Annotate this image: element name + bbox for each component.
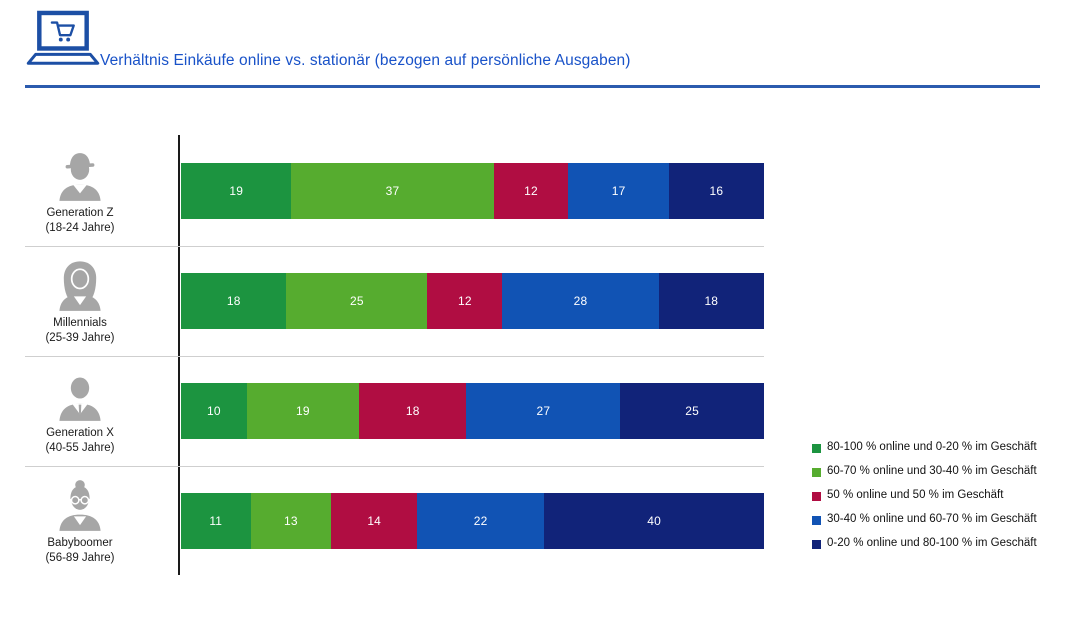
chart-row-millennials: Millennials (25-39 Jahre) 18 25 12 28 18 xyxy=(0,246,765,356)
legend-swatch xyxy=(812,491,821,501)
person-long-hair-icon xyxy=(52,257,108,313)
stacked-bar-chart: Generation Z (18-24 Jahre) 19 37 12 17 16 Mill… xyxy=(0,136,765,576)
category-label: Generation X xyxy=(46,426,114,439)
segment-value: 25 xyxy=(685,404,700,418)
header-divider xyxy=(25,85,1040,88)
bar-segment: 19 xyxy=(181,163,292,219)
stacked-bar: 19 37 12 17 16 xyxy=(181,163,764,219)
category-label: Babyboomer xyxy=(47,536,113,549)
legend-swatch xyxy=(812,467,821,477)
category-label-stack: Generation Z (18-24 Jahre) xyxy=(8,136,152,246)
segment-value: 37 xyxy=(385,184,400,198)
segment-value: 19 xyxy=(296,404,310,418)
segment-value: 17 xyxy=(611,184,626,198)
category-label: Millennials xyxy=(53,316,107,329)
page-title: Verhältnis Einkäufe online vs. stationär… xyxy=(100,52,631,69)
segment-value: 18 xyxy=(704,294,719,308)
bar-segment: 12 xyxy=(427,273,503,329)
person-suit-tie-icon xyxy=(52,367,108,423)
segment-value: 18 xyxy=(226,294,241,308)
legend-label: 80-100 % online und 0-20 % im Geschäft xyxy=(827,441,1037,453)
bar-segment: 13 xyxy=(250,493,332,549)
category-age-range: (25-39 Jahre) xyxy=(45,331,115,344)
legend-label: 0-20 % online und 80-100 % im Geschäft xyxy=(827,537,1037,549)
segment-value: 25 xyxy=(350,294,364,308)
legend-swatch xyxy=(812,515,821,525)
person-glasses-bun-icon xyxy=(52,477,108,533)
bar-segment: 19 xyxy=(246,383,360,439)
segment-value: 16 xyxy=(709,184,724,198)
legend-label: 50 % online und 50 % im Geschäft xyxy=(827,489,1004,501)
category-age-range: (18-24 Jahre) xyxy=(45,221,115,234)
chart-row-generation-z: Generation Z (18-24 Jahre) 19 37 12 17 16 xyxy=(0,136,764,246)
category-age-range: (56-89 Jahre) xyxy=(45,551,115,564)
bar-segment: 25 xyxy=(286,273,428,329)
legend-swatch xyxy=(812,443,821,453)
legend-label: 30-40 % online und 60-70 % im Geschäft xyxy=(827,513,1037,525)
bar-segment: 18 xyxy=(359,383,467,439)
row-separator xyxy=(25,466,764,467)
legend-item: 50 % online und 50 % im Geschäft xyxy=(812,489,1037,513)
stacked-bar: 10 19 18 27 25 xyxy=(181,383,764,439)
legend-item: 60-70 % online und 30-40 % im Geschäft xyxy=(812,465,1037,489)
segment-value: 11 xyxy=(209,514,223,528)
bar-segment: 12 xyxy=(493,163,569,219)
person-cap-icon xyxy=(52,147,108,203)
chart-legend: 80-100 % online und 0-20 % im Geschäft 60… xyxy=(812,441,1037,561)
stacked-bar: 11 13 14 22 40 xyxy=(181,493,765,549)
segment-value: 28 xyxy=(573,294,588,308)
category-label: Generation Z xyxy=(46,206,114,219)
bar-segment: 18 xyxy=(181,273,287,329)
laptop-shopping-cart-icon xyxy=(26,10,100,76)
bar-segment: 10 xyxy=(181,383,247,439)
segment-value: 40 xyxy=(647,514,661,528)
category-label-stack: Millennials (25-39 Jahre) xyxy=(8,246,152,356)
legend-label: 60-70 % online und 30-40 % im Geschäft xyxy=(827,465,1037,477)
segment-value: 13 xyxy=(284,514,298,528)
bar-segment: 28 xyxy=(502,273,659,329)
bar-segment: 25 xyxy=(620,383,764,439)
category-label-stack: Generation X (40-55 Jahre) xyxy=(8,356,152,466)
category-age-range: (40-55 Jahre) xyxy=(45,441,115,454)
row-separator xyxy=(25,246,764,247)
bar-segment: 22 xyxy=(417,493,545,549)
bar-segment: 11 xyxy=(181,493,251,549)
category-label-stack: Babyboomer (56-89 Jahre) xyxy=(8,466,152,576)
segment-value: 19 xyxy=(229,184,244,198)
bar-segment: 16 xyxy=(668,163,764,219)
legend-item: 80-100 % online und 0-20 % im Geschäft xyxy=(812,441,1037,465)
legend-item: 0-20 % online und 80-100 % im Geschäft xyxy=(812,537,1037,561)
bar-segment: 27 xyxy=(466,383,621,439)
bar-segment: 37 xyxy=(291,163,494,219)
bar-segment: 17 xyxy=(568,163,669,219)
segment-value: 12 xyxy=(524,184,538,198)
segment-value: 27 xyxy=(536,404,551,418)
bar-segment: 14 xyxy=(331,493,418,549)
segment-value: 22 xyxy=(473,514,488,528)
bar-segment: 18 xyxy=(658,273,765,329)
legend-item: 30-40 % online und 60-70 % im Geschäft xyxy=(812,513,1037,537)
bar-segment: 40 xyxy=(544,493,765,549)
segment-value: 12 xyxy=(458,294,472,308)
row-separator xyxy=(25,356,764,357)
chart-axis-line xyxy=(178,135,180,575)
chart-row-generation-x: Generation X (40-55 Jahre) 10 19 18 27 25 xyxy=(0,356,764,466)
segment-value: 18 xyxy=(405,404,420,418)
segment-value: 10 xyxy=(206,404,221,418)
legend-swatch xyxy=(812,539,821,549)
stacked-bar: 18 25 12 28 18 xyxy=(181,273,765,329)
segment-value: 14 xyxy=(367,514,382,528)
chart-row-babyboomer: Babyboomer (56-89 Jahre) 11 13 14 22 40 xyxy=(0,466,765,576)
